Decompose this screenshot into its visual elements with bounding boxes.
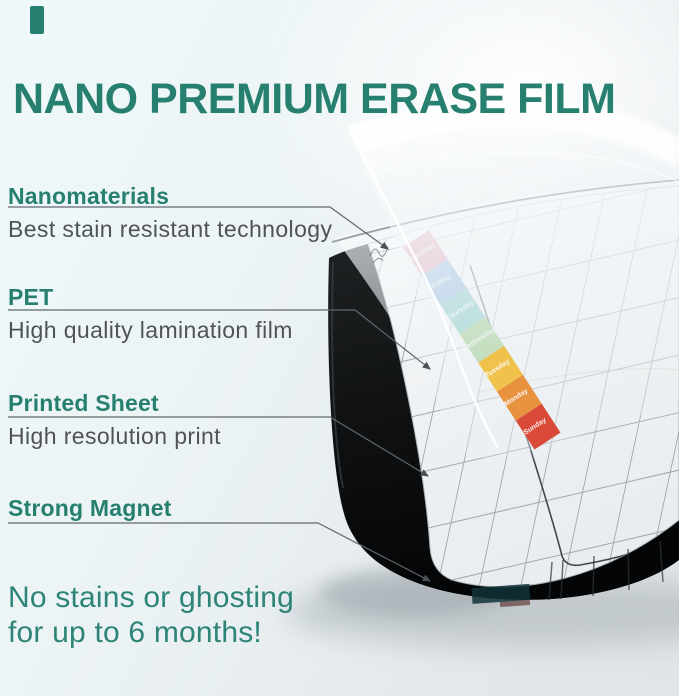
nano-film bbox=[348, 100, 679, 459]
nano-film-fold bbox=[361, 151, 679, 183]
callout-description: High quality lamination film bbox=[8, 317, 293, 343]
callout-description: High resolution print bbox=[8, 423, 221, 449]
nano-film-edge bbox=[348, 129, 500, 449]
callout-heading: Strong Magnet bbox=[8, 495, 172, 521]
leader-pet bbox=[8, 309, 431, 370]
footer-claim: No stains or ghosting for up to 6 months… bbox=[8, 580, 294, 650]
callout-strong-magnet: Strong Magnet bbox=[8, 495, 172, 528]
marker-scribble bbox=[369, 246, 389, 264]
callout-heading: Nanomaterials bbox=[8, 183, 170, 209]
day-tab bbox=[515, 403, 561, 450]
leader-printed-sheet bbox=[8, 416, 430, 477]
leader-nanomaterials bbox=[8, 206, 389, 250]
callout-description: Best stain resistant technology bbox=[8, 216, 333, 242]
accent-corner-bar bbox=[30, 6, 44, 34]
magnet-edge-highlight bbox=[331, 261, 344, 489]
magnet-base-details bbox=[471, 540, 664, 608]
callout-heading: PET bbox=[8, 284, 54, 310]
footer-line-1: No stains or ghosting bbox=[8, 581, 295, 614]
callout-printed-sheet: Printed Sheet High resolution print bbox=[8, 390, 221, 450]
day-tab-strip-lower: Tuesday Monday Sunday bbox=[478, 345, 561, 450]
day-tab bbox=[478, 345, 523, 392]
callout-heading: Printed Sheet bbox=[8, 390, 159, 416]
page-title: NANO PREMIUM ERASE FILM bbox=[13, 74, 616, 123]
day-tab bbox=[496, 374, 542, 421]
footer-line-2: for up to 6 months! bbox=[8, 616, 262, 649]
callout-nanomaterials: Nanomaterials Best stain resistant techn… bbox=[8, 183, 332, 243]
nano-film-gloss bbox=[348, 99, 679, 168]
leader-strong-magnet bbox=[8, 522, 432, 582]
callout-pet: PET High quality lamination film bbox=[8, 284, 293, 344]
